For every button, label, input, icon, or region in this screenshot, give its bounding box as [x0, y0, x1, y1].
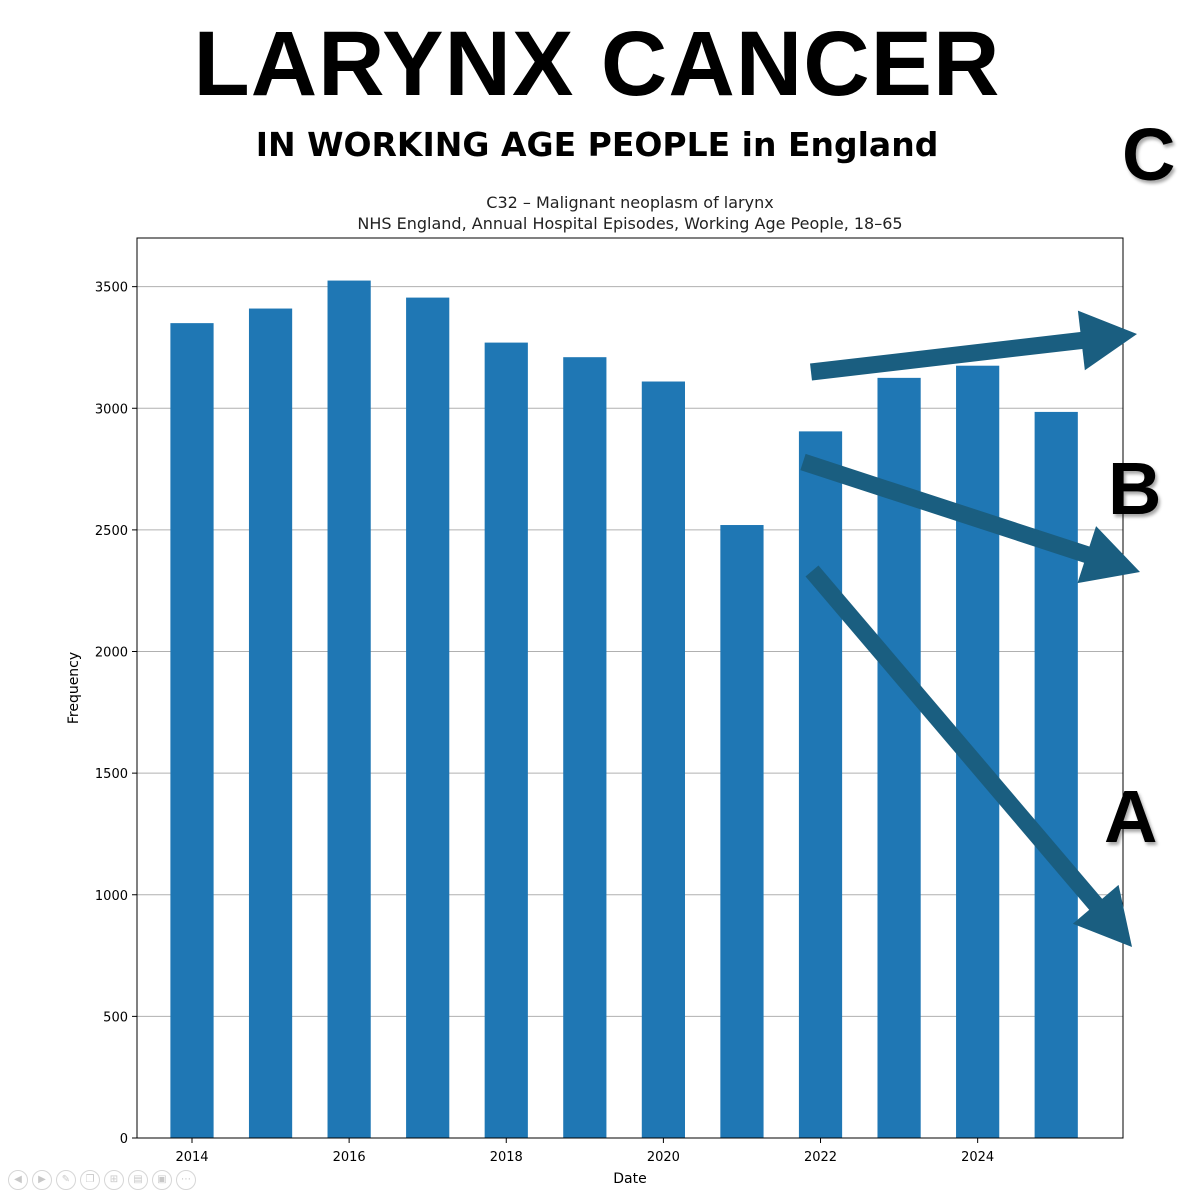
- y-axis-label: Frequency: [66, 652, 82, 724]
- main-title: LARYNX CANCER: [193, 13, 1001, 115]
- y-tick-label: 1000: [95, 889, 128, 904]
- arrow-a-head: [1072, 884, 1132, 947]
- y-tick-label: 2500: [95, 524, 128, 539]
- pen-icon[interactable]: ✎: [56, 1170, 76, 1190]
- bar: [563, 357, 607, 1138]
- bar: [406, 297, 450, 1138]
- bar: [327, 280, 371, 1138]
- arrow-b-shaft: [800, 453, 1092, 564]
- arrow-b-head: [1077, 526, 1140, 584]
- slideshow-toolbar: ◀ ▶ ✎ ❐ ⊞ ▤ ▣ ⋯: [8, 1170, 196, 1190]
- bar: [1034, 411, 1078, 1138]
- chart-subtitle: NHS England, Annual Hospital Episodes, W…: [357, 214, 902, 233]
- subtitle-icon[interactable]: ▤: [128, 1170, 148, 1190]
- y-tick-label: 3000: [95, 402, 128, 417]
- annotation-label-b: B: [1108, 447, 1162, 530]
- arrow-a-shaft: [805, 565, 1104, 912]
- y-tick-label: 1500: [95, 767, 128, 782]
- x-tick-label: 2018: [490, 1150, 523, 1165]
- annotation-label-c: C: [1122, 113, 1176, 196]
- camera-off-icon[interactable]: ▣: [152, 1170, 172, 1190]
- bar: [798, 431, 843, 1138]
- next-icon[interactable]: ▶: [32, 1170, 52, 1190]
- y-tick-label: 2000: [95, 646, 128, 661]
- prev-icon[interactable]: ◀: [8, 1170, 28, 1190]
- y-tick-label: 0: [120, 1132, 128, 1147]
- more-icon[interactable]: ⋯: [176, 1170, 196, 1190]
- sub-title: IN WORKING AGE PEOPLE in England: [255, 125, 939, 164]
- chart-title: C32 – Malignant neoplasm of larynx: [486, 193, 773, 212]
- x-tick-label: 2014: [175, 1150, 208, 1165]
- annotation-label-a: A: [1104, 775, 1158, 858]
- y-tick-label: 3500: [95, 281, 128, 296]
- x-tick-label: 2022: [804, 1150, 837, 1165]
- y-tick-label: 500: [103, 1010, 128, 1025]
- bar: [484, 342, 528, 1138]
- bar: [170, 323, 214, 1138]
- copy-icon[interactable]: ❐: [80, 1170, 100, 1190]
- x-tick-label: 2024: [961, 1150, 994, 1165]
- bar: [248, 308, 293, 1138]
- plot-frame: [136, 237, 1124, 1139]
- x-axis-label: Date: [613, 1171, 646, 1187]
- arrow-c-head: [1077, 310, 1137, 371]
- x-tick-label: 2016: [333, 1150, 366, 1165]
- arrow-c-shaft: [810, 331, 1085, 381]
- bar: [641, 381, 685, 1138]
- bar: [720, 525, 764, 1138]
- crop-icon[interactable]: ⊞: [104, 1170, 124, 1190]
- x-tick-label: 2020: [647, 1150, 680, 1165]
